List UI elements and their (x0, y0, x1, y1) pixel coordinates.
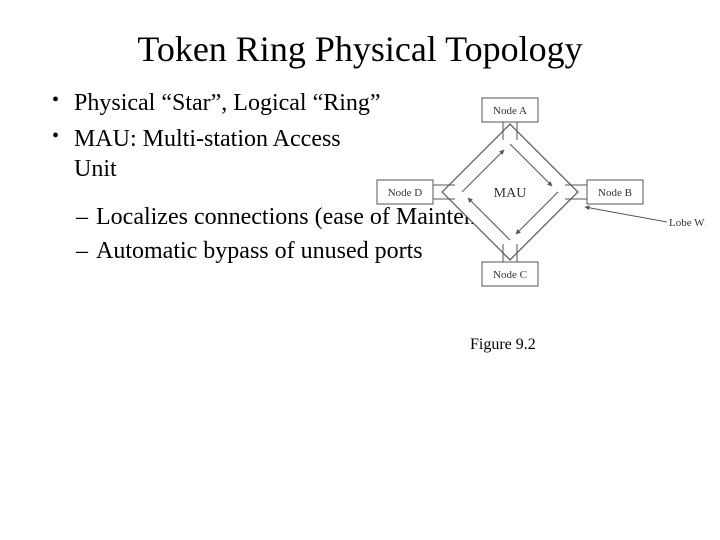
bullet-physical-star: Physical “Star”, Logical “Ring” (52, 88, 382, 118)
bullet-list: Physical “Star”, Logical “Ring” MAU: Mul… (52, 88, 382, 184)
lobe-wire-label: Lobe Wire (669, 217, 705, 229)
node-a-label: Node A (493, 105, 527, 117)
mau-label: MAU (494, 186, 527, 201)
bullet-mau: MAU: Multi-station Access Unit (52, 124, 382, 184)
sub-bypass-text: Automatic bypass of unused ports (96, 238, 423, 264)
figure-caption: Figure 9.2 (470, 336, 536, 354)
topology-diagram: MAU Node A Node B Node C Node D Lobe Wir… (375, 92, 705, 292)
slide-title: Token Ring Physical Topology (0, 0, 720, 88)
diagram-svg: MAU Node A Node B Node C Node D Lobe Wir… (375, 92, 705, 292)
node-c-label: Node C (493, 269, 527, 281)
node-b-label: Node B (598, 187, 632, 199)
node-d-label: Node D (388, 187, 423, 199)
